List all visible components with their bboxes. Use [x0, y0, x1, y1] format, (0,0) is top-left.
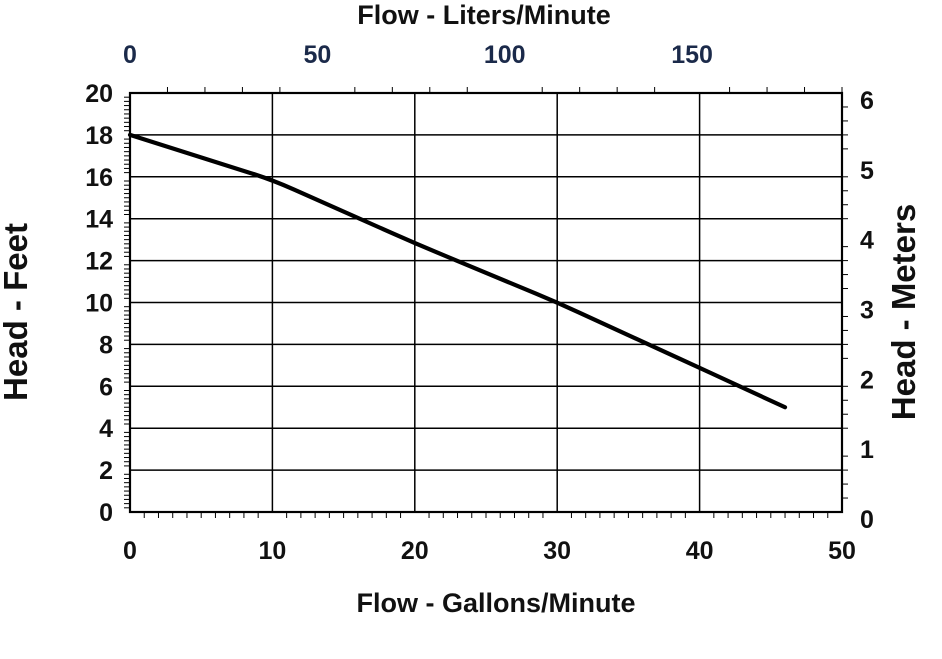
svg-text:12: 12	[85, 248, 113, 276]
svg-text:10: 10	[85, 290, 113, 318]
svg-text:8: 8	[99, 331, 113, 359]
svg-text:6: 6	[860, 87, 874, 115]
svg-text:50: 50	[303, 41, 331, 69]
svg-text:0: 0	[123, 537, 137, 565]
svg-text:10: 10	[258, 537, 286, 565]
svg-text:2: 2	[99, 457, 113, 485]
svg-text:16: 16	[85, 164, 113, 192]
svg-text:0: 0	[99, 499, 113, 527]
svg-text:4: 4	[860, 227, 874, 255]
svg-text:100: 100	[484, 41, 526, 69]
svg-text:40: 40	[686, 537, 714, 565]
svg-text:Flow - Gallons/Minute: Flow - Gallons/Minute	[357, 588, 636, 618]
svg-text:Head - Meters: Head - Meters	[885, 204, 922, 420]
svg-text:6: 6	[99, 373, 113, 401]
svg-text:0: 0	[123, 41, 137, 69]
svg-text:30: 30	[543, 537, 571, 565]
svg-text:18: 18	[85, 122, 113, 150]
svg-text:0: 0	[860, 506, 874, 534]
svg-text:14: 14	[85, 206, 113, 234]
svg-text:150: 150	[671, 41, 713, 69]
svg-text:50: 50	[828, 537, 856, 565]
svg-text:Flow - Liters/Minute: Flow - Liters/Minute	[357, 0, 611, 30]
svg-text:1: 1	[860, 436, 874, 464]
svg-text:20: 20	[401, 537, 429, 565]
svg-text:4: 4	[99, 415, 113, 443]
svg-text:20: 20	[85, 80, 113, 108]
svg-text:Head - Feet: Head - Feet	[0, 223, 34, 401]
svg-text:5: 5	[860, 157, 874, 185]
svg-text:3: 3	[860, 297, 874, 325]
svg-text:2: 2	[860, 366, 874, 394]
